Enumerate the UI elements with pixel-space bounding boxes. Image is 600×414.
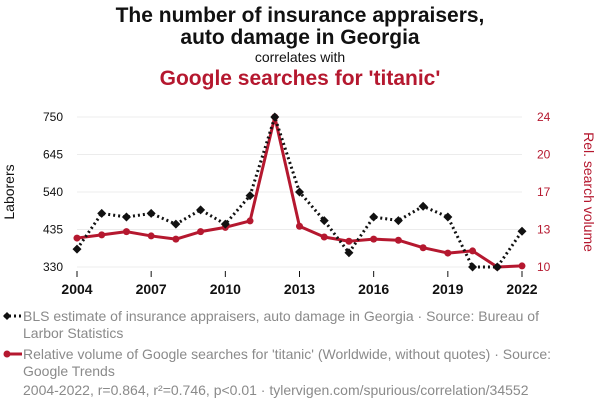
- series1-point: [492, 262, 502, 272]
- series1-point: [121, 212, 131, 222]
- series1-point: [468, 262, 478, 272]
- series2-point: [246, 217, 254, 225]
- series2-point: [197, 228, 205, 236]
- legend-series2-marker-icon: [3, 350, 11, 358]
- series2-point: [172, 235, 180, 243]
- series1-point: [146, 208, 156, 218]
- series1-point: [517, 226, 527, 236]
- x-tick-label: 2016: [358, 281, 389, 297]
- series2-point: [98, 231, 106, 239]
- series2-point: [444, 249, 452, 257]
- legend-series1-label: BLS estimate of insurance appraisers, au…: [23, 308, 539, 341]
- series2-point: [147, 232, 155, 240]
- legend-series2-label: Relative volume of Google searches for '…: [23, 346, 551, 379]
- series1-point: [344, 248, 354, 258]
- series1-point: [72, 244, 82, 254]
- chart-title-line2: auto damage in Georgia: [180, 26, 420, 49]
- series2-point: [345, 237, 353, 245]
- chart-footer: 2004-2022, r=0.864, r²=0.746, p<0.01 · t…: [23, 382, 529, 398]
- x-tick-label: 2004: [61, 281, 92, 297]
- y-right-tick-label: 24: [537, 110, 551, 124]
- chart-subtitle: correlates with: [254, 49, 346, 65]
- series1-point: [97, 208, 107, 218]
- y-left-tick-label: 330: [43, 260, 63, 274]
- chart-title-secondary: Google searches for 'titanic': [159, 67, 441, 90]
- y-left-tick-label: 540: [43, 185, 63, 199]
- series1-point: [369, 212, 379, 222]
- y-left-tick-label: 645: [43, 148, 63, 162]
- y-right-tick-label: 13: [537, 223, 551, 237]
- y-left-tick-label: 435: [43, 223, 63, 237]
- series2-point: [518, 262, 526, 270]
- y-left-tick-label: 750: [43, 110, 63, 124]
- series1-point: [393, 216, 403, 226]
- x-tick-label: 2007: [136, 281, 167, 297]
- series1-point: [171, 219, 181, 229]
- series2-point: [296, 222, 303, 230]
- series2-point: [320, 233, 328, 241]
- series1-point: [418, 201, 428, 211]
- series2-point: [122, 228, 130, 236]
- series2-point: [419, 244, 427, 252]
- series1-point: [295, 187, 304, 197]
- chart-title-line1: The number of insurance appraisers,: [115, 4, 485, 27]
- series1-point: [270, 112, 280, 122]
- series1-point: [319, 216, 329, 226]
- series2-point: [469, 247, 477, 255]
- y-right-tick-label: 17: [537, 185, 551, 199]
- y-right-tick-label: 10: [537, 260, 551, 274]
- x-tick-label: 2013: [284, 281, 315, 297]
- series1-point: [220, 219, 230, 229]
- series1-point: [245, 191, 255, 201]
- x-tick-label: 2019: [432, 281, 463, 297]
- series2-point: [370, 235, 378, 243]
- series1-point: [196, 205, 206, 215]
- y-right-tick-label: 20: [537, 148, 551, 162]
- x-tick-label: 2010: [210, 281, 241, 297]
- series1-point: [443, 212, 453, 222]
- y-right-axis-label: Rel. search volume: [581, 132, 597, 252]
- y-left-axis-label: Laborers: [1, 164, 17, 219]
- legend-series1-marker-icon: [3, 312, 11, 320]
- series2-point: [73, 234, 81, 242]
- x-tick-label: 2022: [506, 281, 537, 297]
- series2-point: [394, 236, 402, 244]
